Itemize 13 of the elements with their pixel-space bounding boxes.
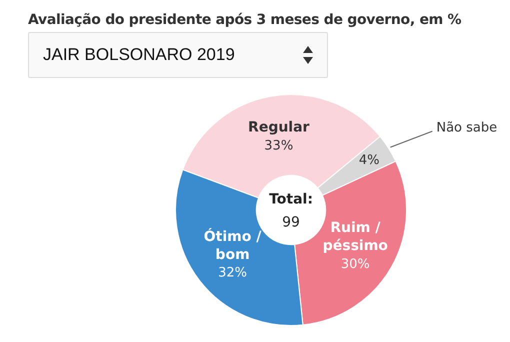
dropdown-field: JAIR BOLSONARO 2019	[28, 32, 328, 78]
text: 99	[282, 214, 300, 231]
text: Total:	[269, 192, 313, 208]
slice-label: Regular	[248, 120, 310, 136]
data-label: 4%	[358, 153, 380, 168]
slice-label: Ótimo / bom	[204, 228, 262, 263]
chart-subtitle: JAIR BOLSONARO 2019	[43, 45, 235, 65]
chart-title: Avaliação do presidente após 3 meses de governo, em %	[28, 12, 462, 28]
slice-label: Não sabe	[436, 120, 498, 136]
data-label: 33%	[264, 138, 294, 154]
slice-label: Ruim / péssimo	[322, 220, 388, 254]
data-label: 30%	[340, 256, 370, 272]
data-label: 32%	[218, 266, 247, 281]
